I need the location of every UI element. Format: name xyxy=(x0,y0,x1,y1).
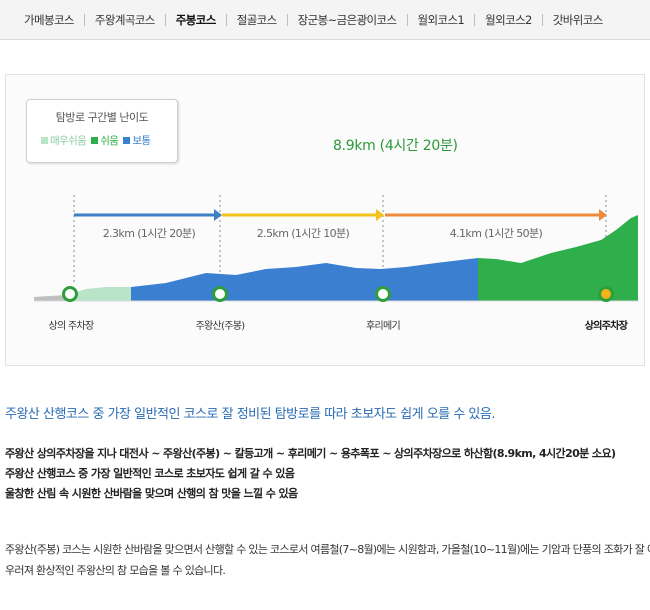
stop-label-jubong: 주왕산(주봉) xyxy=(195,321,246,332)
tab-divider xyxy=(474,13,476,26)
segment-3-label: 4.1km (1시간 50분) xyxy=(449,227,543,240)
difficulty-legend: 탐방로 구간별 난이도 매우쉬움 쉬움 보통 xyxy=(26,99,178,163)
legend-label: 매우쉬움 xyxy=(50,135,87,147)
tab-divider xyxy=(164,13,166,26)
tab-divider xyxy=(286,13,288,26)
legend-title: 탐방로 구간별 난이도 xyxy=(55,111,149,124)
tab-janggunbong[interactable]: 장군봉~금은광이코스 xyxy=(297,12,397,27)
detail-line: 울창한 산림 속 시원한 산바람을 맞으며 산행의 참 맛을 느낄 수 있음 xyxy=(5,487,298,500)
note-line: 주왕산(주봉) 코스는 시원한 산바람을 맞으면서 산행할 수 있는 코스로서 … xyxy=(5,543,650,556)
profile-segment-very-easy xyxy=(74,287,131,301)
tab-gamebong[interactable]: 가메봉코스 xyxy=(24,12,75,27)
segment-2-label: 2.5km (1시간 10분) xyxy=(256,227,350,240)
tab-wolwoe-1[interactable]: 월외코스1 xyxy=(417,12,465,27)
legend-label: 쉬움 xyxy=(100,135,119,147)
profile-segment-moderate xyxy=(131,258,478,301)
detail-line: 주왕산 상의주차장을 지나 대전사 ~ 주왕산(주봉) ~ 칼등고개 ~ 후리메… xyxy=(5,447,616,460)
stop-label-end: 상의주차장 xyxy=(584,321,628,332)
segment-2-arrowhead xyxy=(376,209,384,221)
course-note: 주왕산(주봉) 코스는 시원한 산바람을 맞으면서 산행할 수 있는 코스로서 … xyxy=(5,539,650,581)
legend-item-easy: 쉬움 xyxy=(91,133,119,148)
tab-divider xyxy=(406,13,408,26)
tab-divider xyxy=(225,13,227,26)
tab-jubong[interactable]: 주봉코스 xyxy=(175,12,217,27)
tab-wolwoe-2[interactable]: 월외코스2 xyxy=(485,12,532,27)
course-tab-bar: 가메봉코스 주왕계곡코스 주봉코스 절골코스 장군봉~금은광이코스 월외코스1 … xyxy=(0,0,650,40)
legend-item-very-easy: 매우쉬움 xyxy=(41,133,87,148)
segment-3-arrowhead xyxy=(599,209,607,221)
tab-gatbawi[interactable]: 갓바위코스 xyxy=(552,12,604,27)
legend-item-moderate: 보통 xyxy=(123,133,151,148)
segment-1-label: 2.3km (1시간 20분) xyxy=(102,227,196,240)
stop-marker-jubong xyxy=(212,286,228,302)
tab-divider xyxy=(83,13,85,26)
legend-swatch xyxy=(41,137,48,144)
course-headline: 주왕산 산행코스 중 가장 일반적인 코스로 잘 정비된 탐방로를 따라 초보자… xyxy=(5,407,495,422)
note-line: 우러져 환상적인 주왕산의 참 모습을 볼 수 있습니다. xyxy=(5,564,226,577)
stop-label-start: 상의 주차장 xyxy=(48,321,95,332)
stop-marker-end xyxy=(598,286,614,302)
stop-marker-hurimegi xyxy=(375,286,391,302)
legend-items: 매우쉬움 쉬움 보통 xyxy=(41,133,156,148)
course-details: 주왕산 상의주차장을 지나 대전사 ~ 주왕산(주봉) ~ 칼등고개 ~ 후리메… xyxy=(5,444,616,504)
tab-jeolgol[interactable]: 절골코스 xyxy=(236,12,278,27)
stop-label-hurimegi: 후리메기 xyxy=(366,321,401,332)
tab-divider xyxy=(541,13,543,26)
legend-swatch xyxy=(123,137,131,144)
route-total-distance: 8.9km (4시간 20분) xyxy=(333,138,458,154)
detail-line: 주왕산 산행코스 중 가장 일반적인 코스로 초보자도 쉽게 갈 수 있음 xyxy=(5,467,295,480)
course-profile-panel: 탐방로 구간별 난이도 매우쉬움 쉬움 보통 8.9km (4시간 20분) 2… xyxy=(5,74,645,366)
profile-segment-easy xyxy=(478,215,638,301)
stop-marker-start xyxy=(62,286,78,302)
tab-juwang-valley[interactable]: 주왕계곡코스 xyxy=(94,12,155,27)
segment-1-arrowhead xyxy=(214,209,222,221)
elevation-profile xyxy=(34,195,638,302)
legend-swatch xyxy=(91,137,99,144)
legend-label: 보통 xyxy=(132,135,151,147)
